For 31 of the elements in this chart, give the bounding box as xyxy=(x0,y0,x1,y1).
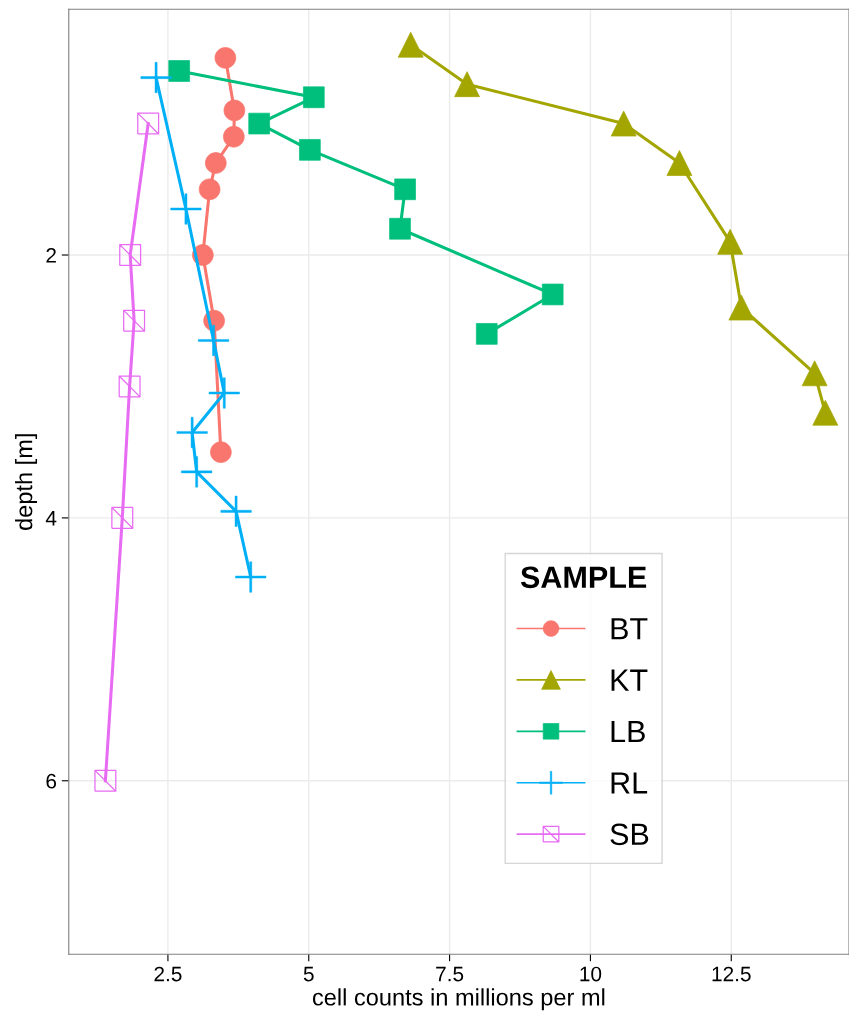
x-tick-label: 12.5 xyxy=(712,966,751,982)
legend-label: KT xyxy=(611,669,648,691)
x-tick-label: 2.5 xyxy=(154,966,182,982)
point xyxy=(394,178,416,201)
point xyxy=(111,506,134,529)
legend-label: LB xyxy=(611,721,645,743)
legend-label: BT xyxy=(611,618,648,640)
point xyxy=(728,294,755,321)
legend-title: SAMPLE xyxy=(520,566,647,589)
point xyxy=(210,441,232,463)
point xyxy=(94,769,117,792)
point xyxy=(666,150,693,176)
x-axis-title: cell counts in millions per ml xyxy=(312,988,605,1011)
y-tick-label: 6 xyxy=(46,773,57,789)
point xyxy=(118,375,141,398)
y-axis-title: depth [m] xyxy=(15,434,38,530)
point xyxy=(223,125,245,148)
point xyxy=(205,152,227,174)
x-tick-label: 10 xyxy=(580,966,602,982)
y-tick-label: 2 xyxy=(46,248,56,263)
point xyxy=(137,112,160,135)
y-tick-label: 4 xyxy=(45,511,57,526)
legend-label: RL xyxy=(611,772,648,794)
point xyxy=(541,283,564,306)
point xyxy=(299,139,321,161)
x-tick-label: 5 xyxy=(303,966,314,982)
legend-label: SB xyxy=(610,823,649,846)
point xyxy=(801,360,828,387)
point xyxy=(119,243,142,267)
point xyxy=(123,309,146,332)
x-tick-label: 7.5 xyxy=(436,966,464,982)
